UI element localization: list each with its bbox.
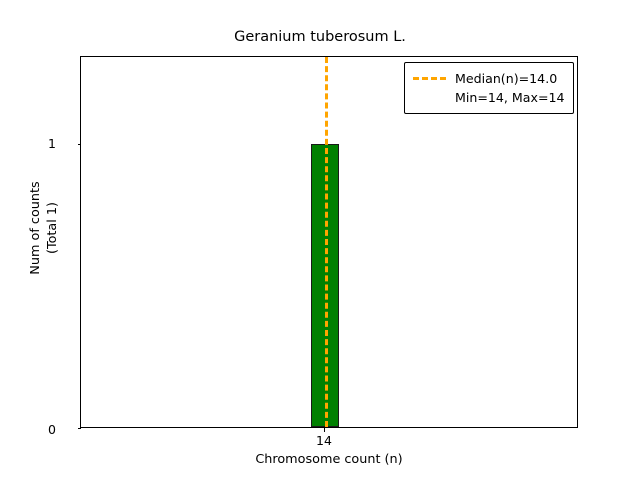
y-tick-label-0: 0 [48, 422, 56, 437]
y-axis-label: Num of counts (Total 1) [27, 42, 67, 414]
y-tick-mark-0 [77, 428, 81, 429]
chart-title: Geranium tuberosum L. [234, 29, 406, 45]
plot-area [81, 57, 577, 427]
legend-label-median: Median(n)=14.0 [455, 71, 558, 86]
x-axis-label: Chromosome count (n) [255, 452, 403, 467]
y-tick-mark-1 [77, 143, 81, 145]
x-tick-label-14: 14 [316, 433, 332, 448]
y-tick-label-1: 1 [48, 136, 56, 151]
y-axis-label-line-1: Num of counts [28, 181, 43, 275]
x-tick-mark-14 [324, 428, 325, 432]
chart-legend: Median(n)=14.0 Min=14, Max=14 [404, 62, 574, 114]
plot-axes [77, 56, 578, 429]
legend-entry-minmax: Min=14, Max=14 [413, 88, 565, 107]
dashed-line-icon [413, 77, 446, 80]
legend-entry-median: Median(n)=14.0 [413, 69, 565, 88]
median-line [325, 57, 328, 427]
legend-label-minmax: Min=14, Max=14 [455, 90, 565, 105]
y-axis-label-line-2: (Total 1) [45, 201, 60, 255]
